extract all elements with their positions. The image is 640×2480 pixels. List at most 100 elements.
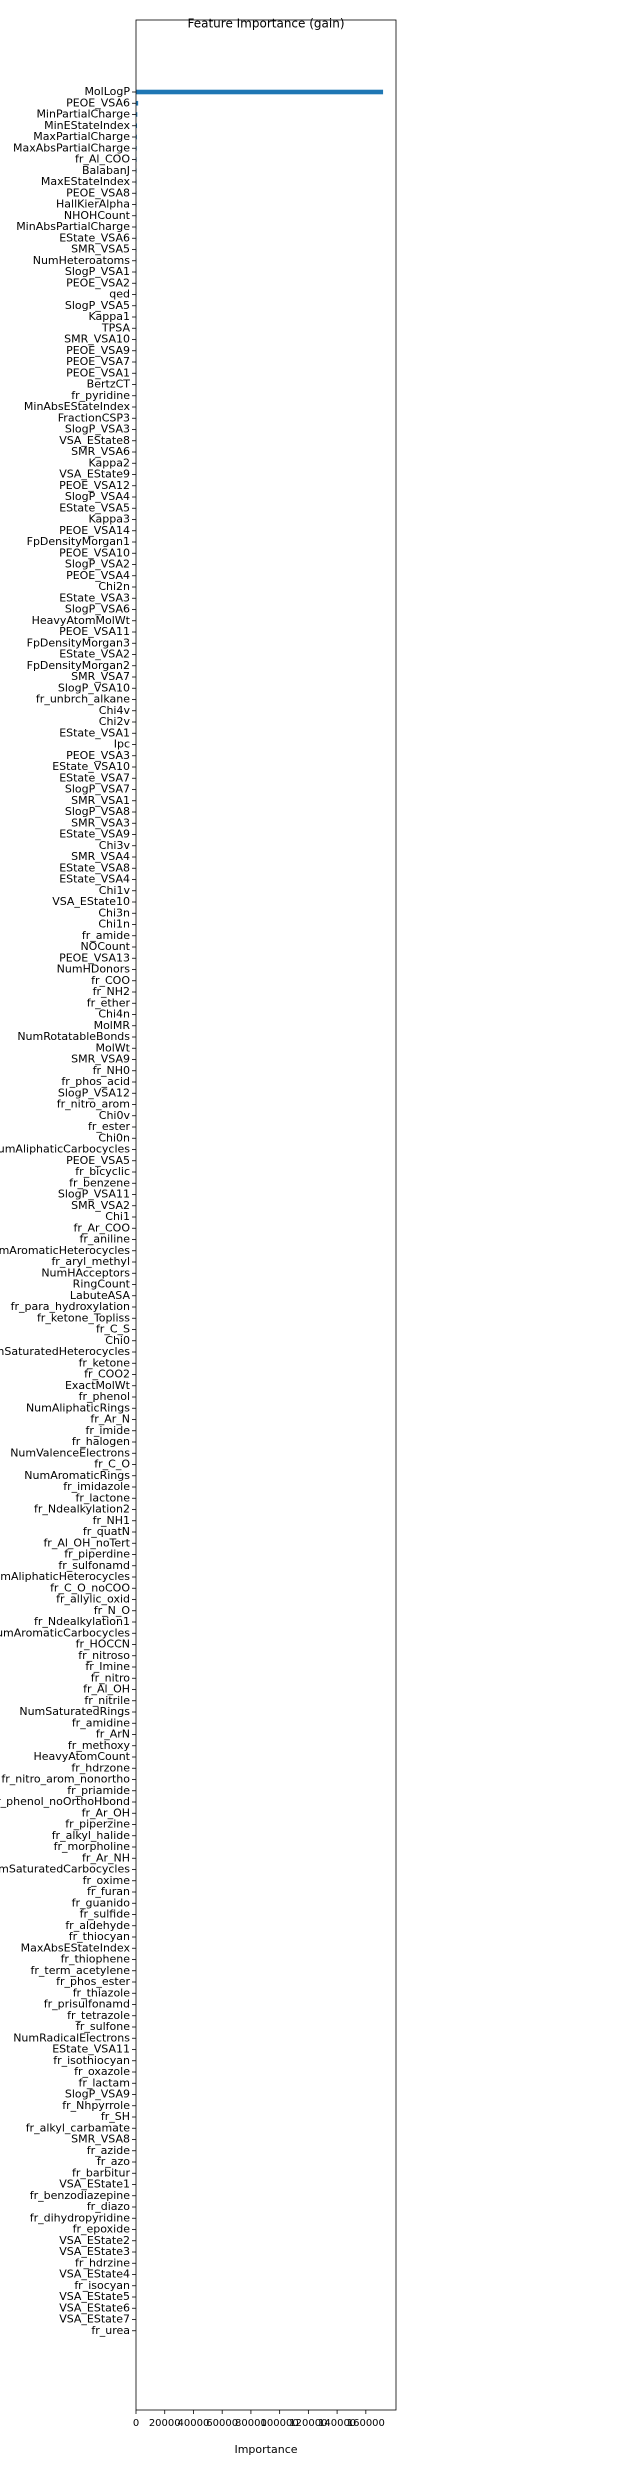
y-tick-label: fr_imide [86, 1424, 131, 1437]
y-tick-label: fr_phenol_noOrthoHbond [0, 1795, 130, 1808]
y-tick-label: fr_alkyl_carbamate [26, 2121, 131, 2134]
y-tick-label: Kappa3 [89, 513, 130, 526]
y-tick-label: VSA_EState1 [59, 2178, 130, 2191]
y-tick-label: NumHDonors [57, 963, 131, 976]
y-tick-label: fr_phos_ester [56, 1975, 130, 1988]
y-tick-label: NumSaturatedCarbocycles [0, 1863, 130, 1876]
y-tick-label: fr_para_hydroxylation [11, 1300, 130, 1313]
y-tick-label: fr_Imine [85, 1660, 130, 1673]
y-tick-label: fr_nitro_arom_nonortho [1, 1773, 130, 1786]
x-tick-label: 60000 [206, 2418, 238, 2429]
y-tick-label: SMR_VSA6 [71, 445, 130, 458]
y-tick-label: fr_alkyl_halide [52, 1829, 131, 1842]
y-tick-label: fr_azo [97, 2155, 130, 2168]
y-tick-label: NumAromaticCarbocycles [0, 1626, 130, 1639]
y-tick-label: RingCount [73, 1278, 131, 1291]
y-tick-label: SMR_VSA10 [64, 333, 130, 346]
y-tick-label: VSA_EState6 [59, 2301, 130, 2314]
y-tick-label: fr_azide [87, 2144, 130, 2157]
y-tick-label: fr_epoxide [73, 2223, 131, 2236]
y-tick-label: fr_N_O [94, 1604, 131, 1617]
y-tick-label: fr_nitroso [78, 1649, 130, 1662]
y-tick-label: fr_methoxy [68, 1739, 131, 1752]
y-tick-label: NumSaturatedHeterocycles [0, 1345, 130, 1358]
x-tick-label: 0 [133, 2418, 139, 2429]
y-tick-label: PEOE_VSA6 [66, 96, 130, 109]
y-tick-label: SlogP_VSA3 [65, 423, 130, 436]
y-tick-label: Chi1n [98, 918, 130, 931]
y-tick-label: VSA_EState10 [52, 895, 130, 908]
y-tick-label: SMR_VSA2 [71, 1199, 130, 1212]
y-tick-label: fr_C_O [94, 1458, 130, 1471]
y-tick-label: NumHAcceptors [41, 1266, 130, 1279]
y-tick-label: SMR_VSA1 [71, 794, 130, 807]
bar [136, 112, 138, 117]
y-tick-label: Kappa1 [89, 310, 130, 323]
y-tick-label: fr_pyridine [71, 389, 130, 402]
y-tick-label: EState_VSA6 [59, 231, 130, 244]
y-tick-label: Chi4n [98, 1008, 130, 1021]
y-tick-label: VSA_EState4 [59, 2268, 130, 2281]
y-tick-label: fr_thiophene [61, 1953, 131, 1966]
y-tick-label: SlogP_VSA4 [65, 490, 130, 503]
y-tick-label: SlogP_VSA9 [65, 2088, 130, 2101]
y-tick-label: fr_lactone [75, 1491, 130, 1504]
y-tick-label: EState_VSA11 [52, 2043, 130, 2056]
y-tick-label: fr_oxime [83, 1874, 131, 1887]
y-tick-label: LabuteASA [70, 1289, 131, 1302]
y-tick-label: fr_Ar_OH [82, 1806, 130, 1819]
y-tick-label: fr_unbrch_alkane [36, 693, 130, 706]
y-tick-label: NumValenceElectrons [10, 1446, 130, 1459]
y-tick-label: PEOE_VSA4 [66, 569, 130, 582]
y-tick-label: fr_piperzine [65, 1818, 130, 1831]
y-tick-label: EState_VSA8 [59, 861, 130, 874]
x-tick-label: 160000 [347, 2418, 385, 2429]
y-tick-label: PEOE_VSA2 [66, 276, 130, 289]
y-tick-label: fr_nitrile [84, 1694, 130, 1707]
y-tick-label: fr_NH0 [93, 1064, 130, 1077]
y-tick-label: Chi3v [99, 839, 131, 852]
y-tick-label: fr_ketone_Topliss [37, 1311, 130, 1324]
y-tick-label: SlogP_VSA11 [58, 1188, 130, 1201]
y-tick-label: ExactMolWt [65, 1379, 131, 1392]
y-tick-label: NOCount [80, 940, 130, 953]
y-tick-label: fr_aryl_methyl [51, 1255, 130, 1268]
y-tick-label: fr_Nhpyrrole [62, 2099, 130, 2112]
y-tick-label: NumAliphaticCarbocycles [0, 1143, 130, 1156]
y-tick-label: Chi2v [99, 715, 131, 728]
y-tick-label: NHOHCount [64, 209, 131, 222]
bar [136, 89, 384, 95]
y-tick-label: fr_phenol [79, 1390, 130, 1403]
y-tick-label: fr_bicyclic [75, 1165, 130, 1178]
y-tick-label: MinPartialCharge [36, 108, 130, 121]
y-tick-label: fr_tetrazole [67, 2009, 130, 2022]
y-tick-label: fr_sulfonamd [58, 1559, 130, 1572]
y-tick-label: VSA_EState5 [59, 2290, 130, 2303]
x-tick-label: 120000 [289, 2418, 327, 2429]
x-tick-label: 140000 [318, 2418, 356, 2429]
y-tick-label: HeavyAtomMolWt [32, 614, 131, 627]
y-tick-label: fr_hdrzone [71, 1761, 130, 1774]
y-tick-label: fr_benzene [69, 1176, 130, 1189]
y-tick-label: SMR_VSA3 [71, 816, 130, 829]
x-tick-label: 100000 [261, 2418, 299, 2429]
y-tick-label: NumSaturatedRings [19, 1705, 130, 1718]
y-tick-label: FractionCSP3 [58, 411, 130, 424]
y-tick-label: NumRadicalElectrons [13, 2031, 130, 2044]
y-tick-label: fr_hdrzine [75, 2256, 130, 2269]
y-tick-label: fr_nitro_arom [57, 1098, 130, 1111]
y-tick-label: fr_thiocyan [69, 1930, 130, 1943]
y-tick-label: MolLogP [84, 85, 130, 98]
y-tick-label: fr_lactam [78, 2076, 130, 2089]
y-tick-label: SlogP_VSA8 [65, 805, 130, 818]
y-tick-label: PEOE_VSA3 [66, 749, 130, 762]
y-tick-label: NumAliphaticRings [26, 1401, 130, 1414]
y-tick-label: Ipc [114, 738, 130, 751]
y-tick-label: fr_halogen [72, 1435, 130, 1448]
y-tick-label: Chi3n [98, 906, 130, 919]
y-tick-label: BalabanJ [82, 164, 130, 177]
x-axis-label: Importance [234, 2443, 297, 2456]
y-tick-label: fr_urea [91, 2324, 130, 2337]
y-tick-label: fr_phos_acid [61, 1075, 130, 1088]
y-tick-label: fr_morpholine [54, 1840, 131, 1853]
